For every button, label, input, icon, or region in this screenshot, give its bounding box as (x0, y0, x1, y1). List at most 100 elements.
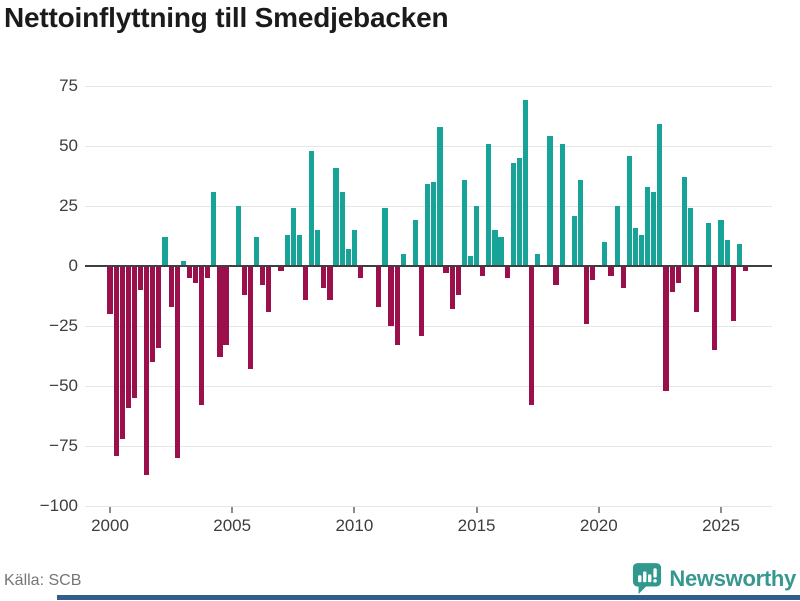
data-bar[interactable] (321, 266, 327, 288)
data-bar[interactable] (254, 237, 260, 266)
data-bar[interactable] (302, 266, 309, 300)
x-axis-tick-label: 2020 (579, 516, 618, 535)
data-bar[interactable] (693, 266, 700, 312)
data-bar[interactable] (437, 126, 443, 266)
data-bar[interactable] (724, 239, 730, 266)
data-bar[interactable] (712, 266, 718, 350)
data-bar[interactable] (223, 266, 229, 346)
data-bar[interactable] (394, 266, 400, 346)
data-bar[interactable] (590, 266, 596, 281)
data-bar[interactable] (718, 220, 724, 266)
data-bar[interactable] (278, 266, 284, 271)
data-bar[interactable] (504, 266, 510, 278)
data-bar[interactable] (474, 206, 480, 266)
data-bar[interactable] (419, 266, 425, 336)
data-bar[interactable] (553, 266, 559, 286)
newsworthy-logo[interactable]: Newsworthy (632, 562, 796, 596)
data-bar[interactable] (736, 244, 742, 266)
data-bar[interactable] (144, 266, 150, 475)
data-bar[interactable] (522, 100, 529, 266)
data-bar[interactable] (205, 266, 211, 278)
data-bar[interactable] (357, 266, 364, 278)
data-bar[interactable] (669, 266, 675, 293)
data-bar[interactable] (706, 222, 712, 266)
data-bar[interactable] (412, 220, 419, 266)
data-bar[interactable] (498, 237, 504, 266)
data-bar[interactable] (443, 266, 449, 274)
data-bar[interactable] (119, 266, 125, 439)
data-bar[interactable] (296, 234, 302, 266)
data-bar[interactable] (559, 143, 565, 266)
data-bar[interactable] (315, 230, 321, 266)
data-bar[interactable] (602, 242, 608, 266)
data-bar[interactable] (168, 266, 174, 307)
data-bar[interactable] (211, 191, 217, 266)
data-bar[interactable] (461, 179, 467, 266)
data-bar[interactable] (174, 266, 180, 458)
data-bar[interactable] (645, 186, 651, 266)
data-bar[interactable] (651, 191, 657, 266)
data-bar[interactable] (162, 237, 168, 266)
data-bar[interactable] (510, 162, 516, 266)
data-bar[interactable] (535, 254, 541, 266)
data-bar[interactable] (345, 249, 351, 266)
data-bar[interactable] (376, 266, 382, 307)
data-bar[interactable] (675, 266, 681, 283)
data-bar[interactable] (113, 266, 119, 456)
data-bar[interactable] (657, 124, 663, 266)
data-bar[interactable] (614, 206, 620, 266)
data-bar[interactable] (547, 136, 553, 266)
data-bar[interactable] (388, 266, 394, 326)
data-bar[interactable] (199, 266, 205, 406)
data-bar[interactable] (638, 234, 645, 266)
data-bar[interactable] (663, 266, 669, 391)
data-bar[interactable] (730, 266, 736, 322)
data-bar[interactable] (339, 191, 345, 266)
data-bar[interactable] (284, 234, 290, 266)
data-bar[interactable] (516, 158, 522, 266)
data-bar[interactable] (400, 254, 406, 266)
data-bar[interactable] (131, 266, 138, 398)
data-bar[interactable] (449, 266, 455, 310)
data-bar[interactable] (455, 266, 461, 295)
data-bar[interactable] (425, 184, 431, 266)
data-bar[interactable] (266, 266, 272, 312)
data-bar[interactable] (486, 143, 492, 266)
data-bar[interactable] (180, 261, 186, 266)
data-bar[interactable] (192, 266, 199, 283)
data-bar[interactable] (235, 206, 241, 266)
data-bar[interactable] (480, 266, 486, 276)
data-bar[interactable] (492, 230, 498, 266)
data-bar[interactable] (260, 266, 266, 286)
data-bar[interactable] (137, 266, 144, 290)
data-bar[interactable] (186, 266, 193, 278)
data-bar[interactable] (687, 208, 694, 266)
data-bar[interactable] (583, 266, 590, 324)
data-bar[interactable] (247, 266, 254, 370)
data-bar[interactable] (382, 208, 388, 266)
data-bar[interactable] (431, 182, 437, 266)
data-bar[interactable] (309, 150, 315, 266)
data-bar[interactable] (125, 266, 131, 408)
data-bar[interactable] (632, 227, 639, 266)
data-bar[interactable] (333, 167, 339, 266)
data-bar[interactable] (150, 266, 156, 362)
data-bar[interactable] (620, 266, 626, 288)
data-bar[interactable] (107, 266, 113, 314)
data-bar[interactable] (681, 177, 687, 266)
data-bar[interactable] (626, 155, 632, 266)
data-bar[interactable] (608, 266, 614, 276)
data-bar[interactable] (290, 208, 296, 266)
data-bar[interactable] (528, 266, 535, 406)
data-bar[interactable] (467, 256, 474, 266)
y-axis-tick-label: −100 (39, 496, 78, 515)
data-bar[interactable] (351, 230, 357, 266)
data-bar[interactable] (571, 215, 577, 266)
data-bar[interactable] (742, 266, 749, 271)
data-bar[interactable] (156, 266, 162, 348)
data-bar[interactable] (577, 179, 584, 266)
data-bar[interactable] (217, 266, 223, 358)
data-bar[interactable] (241, 266, 247, 295)
data-bar[interactable] (327, 266, 333, 300)
